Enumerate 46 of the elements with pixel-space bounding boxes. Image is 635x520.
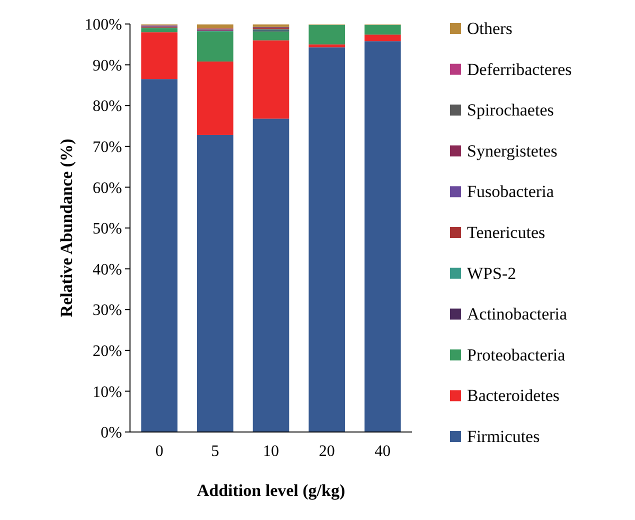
bar (308, 47, 345, 432)
x-tick-label: 40 (374, 443, 391, 460)
bar (141, 32, 178, 80)
bar (141, 28, 178, 32)
legend-label: Tenericutes (467, 222, 546, 242)
bar (308, 24, 345, 44)
legend-label: Fusobacteria (467, 182, 554, 202)
y-tick-label: 80% (92, 98, 122, 116)
bar (308, 44, 345, 48)
bar (141, 79, 178, 432)
legend-label: Spirochaetes (467, 100, 554, 120)
y-tick-label: 50% (92, 220, 122, 238)
y-tick-label: 0% (100, 424, 122, 442)
bar (252, 24, 290, 27)
y-tick-label: 40% (92, 261, 122, 278)
x-axis-title: Addition level (g/kg) (196, 481, 346, 500)
legend-label: Actinobacteria (467, 304, 568, 324)
legend-label: Firmicutes (467, 426, 540, 446)
bar (197, 31, 234, 62)
bar (252, 40, 290, 119)
bar (252, 31, 290, 40)
y-tick-label: 30% (92, 302, 122, 320)
bar (364, 24, 401, 35)
bar (252, 118, 290, 432)
legend-label: Bacteroidetes (467, 386, 560, 406)
x-tick-label: 20 (318, 443, 335, 460)
y-tick-label: 60% (92, 180, 122, 197)
bar (197, 24, 234, 28)
bar (364, 34, 401, 42)
legend-label: Deferribacteres (467, 60, 572, 79)
legend-label: Others (467, 18, 512, 38)
x-tick-label: 0 (155, 443, 164, 460)
y-tick-label: 20% (92, 343, 122, 360)
x-tick-label: 10 (263, 443, 279, 460)
bar (364, 41, 401, 432)
y-axis-title: Relative Abundance (%) (57, 138, 76, 318)
legend-label: Proteobacteria (467, 345, 566, 364)
y-tick-label: 90% (92, 57, 122, 74)
bar (197, 134, 234, 432)
bar (197, 62, 234, 135)
legend-label: WPS-2 (467, 264, 516, 283)
y-tick-label: 10% (92, 384, 122, 401)
x-tick-label: 5 (211, 443, 220, 460)
y-tick-label: 70% (92, 139, 122, 156)
y-tick-label: 100% (84, 16, 122, 34)
legend-label: Synergistetes (467, 141, 558, 160)
